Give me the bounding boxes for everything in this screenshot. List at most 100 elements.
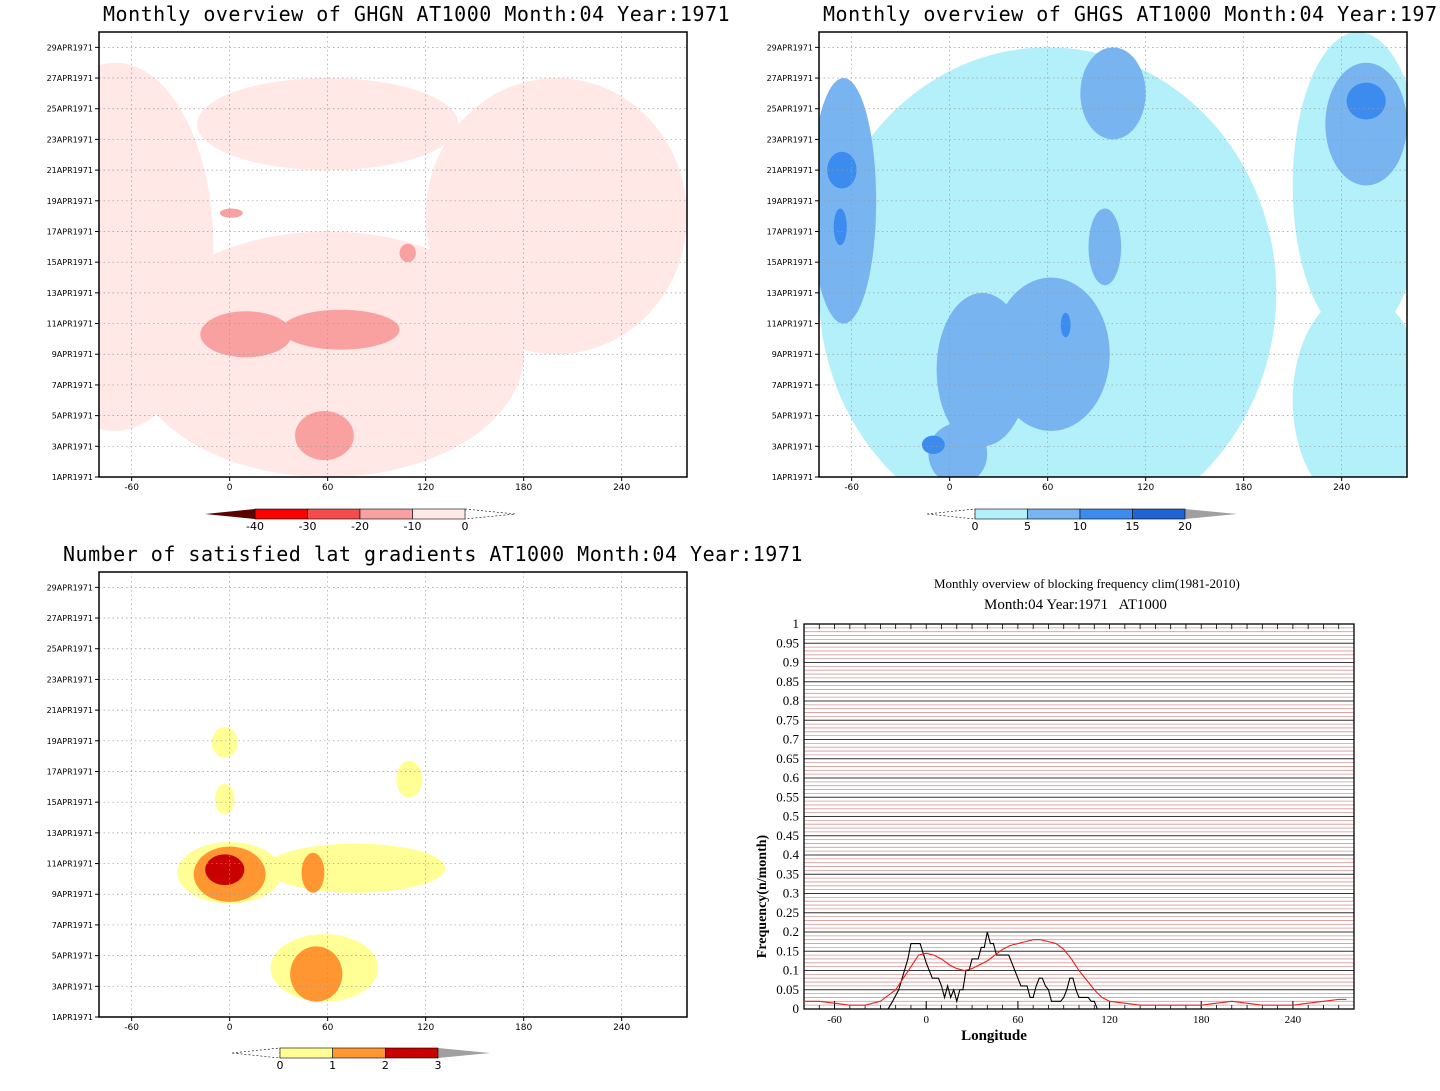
colorbar-swatch <box>412 508 466 520</box>
x-tick-label: 120 <box>417 483 434 493</box>
y-tick-label: 13APR1971 <box>47 829 93 838</box>
y-tick-label: 1APR1971 <box>52 1013 93 1022</box>
panel-ghgs: Monthly overview of GHGS AT1000 Month:04… <box>720 0 1440 545</box>
y-tick-label: 21APR1971 <box>47 706 93 715</box>
x-tick-label: 60 <box>1012 1014 1024 1026</box>
colorbar-swatch <box>1132 508 1186 520</box>
y-tick-label: 11APR1971 <box>767 320 813 329</box>
y-tick-label: 5APR1971 <box>52 952 93 961</box>
y-tick-label: 0.2 <box>783 924 799 939</box>
plot-frame <box>98 31 688 478</box>
contour-region <box>265 843 446 893</box>
colorbar-swatch <box>974 508 1028 520</box>
contour-region <box>1346 82 1386 120</box>
y-tick-label: 1APR1971 <box>772 473 813 482</box>
y-tick-label: 13APR1971 <box>767 289 813 298</box>
series-line-red <box>804 939 1347 1006</box>
y-tick-label: 19APR1971 <box>767 197 813 206</box>
x-tick-label: 0 <box>947 483 953 493</box>
contour-region <box>1080 47 1146 140</box>
y-tick-label: 29APR1971 <box>47 43 93 52</box>
x-tick-label: -60 <box>124 1023 139 1033</box>
colorbar-extension <box>1185 509 1237 519</box>
x-tick-label: 0 <box>227 483 233 493</box>
contour-region <box>196 78 459 171</box>
y-tick-label: 0.4 <box>783 847 800 862</box>
x-tick-label: 240 <box>1333 483 1350 493</box>
y-tick-label: 17APR1971 <box>767 227 813 236</box>
y-tick-label: 15APR1971 <box>767 258 813 267</box>
y-tick-label: 27APR1971 <box>47 74 93 83</box>
contour-region <box>301 852 325 893</box>
x-tick-label: 180 <box>515 483 532 493</box>
contour-fill <box>819 32 1407 477</box>
colorbar-extension <box>438 1048 490 1058</box>
colorbar-tick-label: -40 <box>246 520 264 533</box>
x-tick-label: 240 <box>613 1023 630 1033</box>
y-tick-label: 0.5 <box>783 809 799 824</box>
colorbar-tick-label: 5 <box>1024 520 1031 533</box>
contour-region <box>295 411 354 461</box>
y-tick-label: 1 <box>793 616 800 631</box>
series-line-black <box>887 931 1104 1010</box>
colorbar-swatch <box>279 1047 333 1059</box>
y-tick-label: 0.95 <box>776 635 799 650</box>
y-tick-label: 0.1 <box>783 963 799 978</box>
y-tick-label: 21APR1971 <box>767 166 813 175</box>
colorbar-extension <box>205 509 255 519</box>
contour-region <box>396 760 423 798</box>
y-tick-label: 3APR1971 <box>772 442 813 451</box>
contour-region <box>1292 292 1407 477</box>
y-tick-label: 0.9 <box>783 655 799 670</box>
contour-region <box>1325 62 1407 186</box>
colorbar-swatch <box>1079 508 1133 520</box>
x-tick-label: -60 <box>844 483 859 493</box>
contour-region <box>281 309 400 350</box>
x-tick-label: 180 <box>515 1023 532 1033</box>
y-tick-label: 29APR1971 <box>767 43 813 52</box>
y-tick-label: 0 <box>793 1001 800 1016</box>
y-tick-label: 0.45 <box>776 828 799 843</box>
panel-title: Number of satisfied lat gradients AT1000… <box>63 542 803 566</box>
grid <box>99 32 687 478</box>
contour-region <box>921 435 945 454</box>
y-tick-label: 9APR1971 <box>772 350 813 359</box>
y-tick-label: 0.15 <box>776 943 799 958</box>
plot-frame <box>98 571 688 1018</box>
y-tick-label: 9APR1971 <box>52 350 93 359</box>
y-tick-label: 17APR1971 <box>47 767 93 776</box>
lat-gradients-chart: -60 0 60 120 180 2401APR19713APR19715APR19717… <box>47 571 688 1072</box>
contour-region <box>1088 208 1122 286</box>
colorbar-swatch <box>1027 508 1081 520</box>
colorbar: 0 1 2 3 <box>231 1047 490 1072</box>
colorbar-tick-label: -30 <box>299 520 317 533</box>
x-tick-label: 180 <box>1235 483 1252 493</box>
ghgn-chart: -60 0 60 120 180 240 1APR1971 3APR1971 5APR1971 7… <box>47 31 688 533</box>
contour-region <box>205 854 245 886</box>
colorbar-swatch <box>385 1047 439 1059</box>
contour-region <box>219 208 243 218</box>
colorbar-tick-label: -10 <box>404 520 422 533</box>
x-tick-label: -60 <box>124 483 139 493</box>
contour-region <box>833 208 847 246</box>
y-tick-label: 5APR1971 <box>52 412 93 421</box>
colorbar-tick-label: 0 <box>972 520 979 533</box>
colorbar-tick-label: 2 <box>382 1059 389 1072</box>
colorbar-tick-label: 10 <box>1073 520 1087 533</box>
y-tick-label: 11APR1971 <box>47 860 93 869</box>
y-tick-label: 3APR1971 <box>52 442 93 451</box>
x-tick-label: 240 <box>613 483 630 493</box>
x-tick-label: 60 <box>322 483 334 493</box>
colorbar-tick-label: 15 <box>1126 520 1140 533</box>
contour-region <box>200 311 292 358</box>
y-tick-label: 0.55 <box>776 789 799 804</box>
y-tick-label: 25APR1971 <box>767 105 813 114</box>
colorbar-extension <box>926 508 976 520</box>
grid <box>804 623 1354 1010</box>
plot-frame <box>818 31 1408 478</box>
x-tick-label: 0 <box>227 1023 233 1033</box>
panel-title: Monthly overview of GHGN AT1000 Month:04… <box>103 2 731 26</box>
y-tick-label: 11APR1971 <box>47 320 93 329</box>
colorbar-tick-label: 0 <box>462 520 469 533</box>
y-tick-label: 15APR1971 <box>47 258 93 267</box>
